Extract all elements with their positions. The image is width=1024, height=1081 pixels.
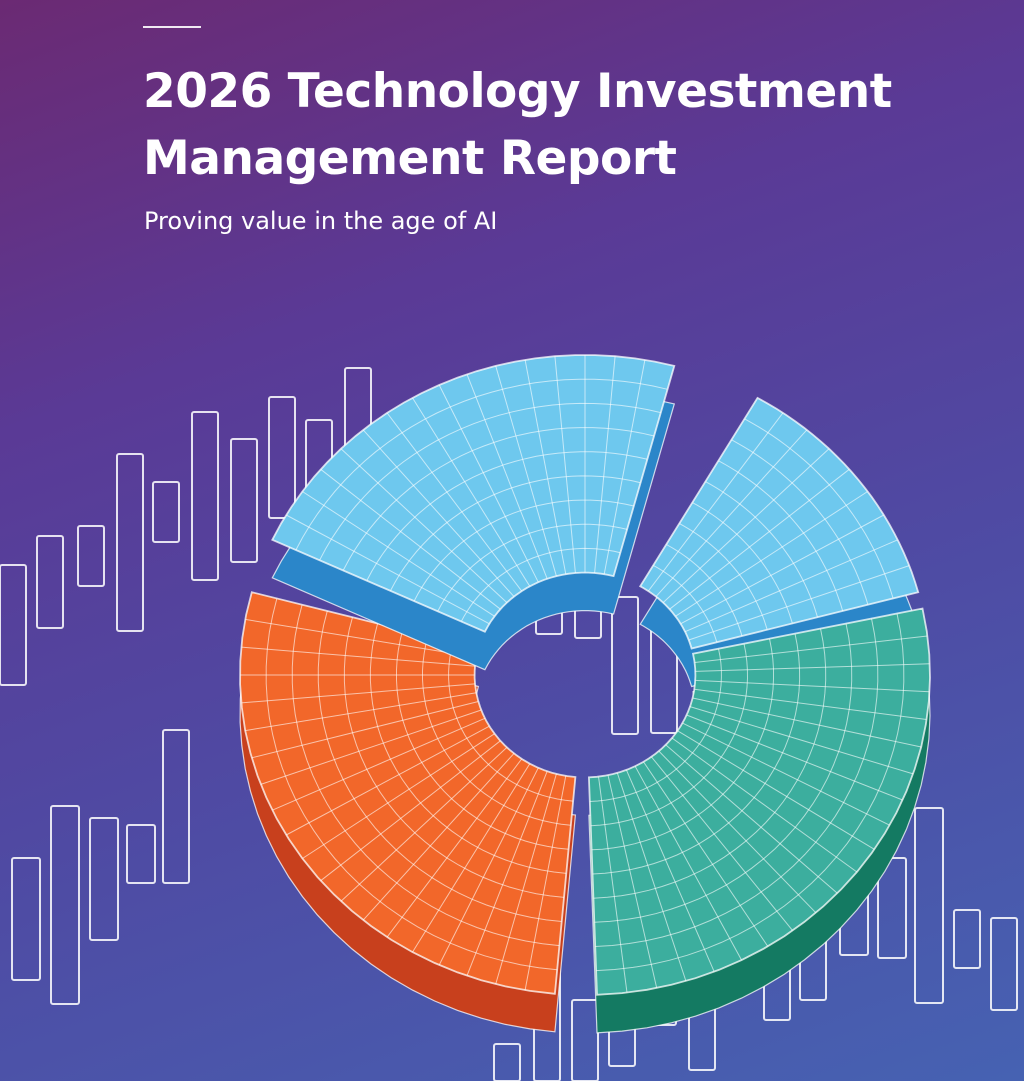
donut-segment-teal-grid [589,613,930,993]
background-bar [191,411,219,581]
background-bar [493,1043,521,1081]
background-bar [162,729,190,884]
donut-segment-orange-grid [240,598,574,991]
background-bar [611,596,639,735]
donut-segment-blue [271,354,676,633]
background-bar [914,807,944,1004]
title-rule [143,26,201,28]
donut-segment-arrow-grid [647,412,910,643]
background-bar [36,535,64,629]
background-bar [953,909,981,969]
background-bar [126,824,156,884]
background-bar [990,917,1018,1011]
candlestick-bars-icon [0,367,1018,1081]
background-bar [0,564,27,686]
background-bar [11,857,41,981]
background-bar [152,481,180,543]
background-bar [571,999,599,1081]
background-bar [89,817,119,941]
donut-segment-blue-grid [285,355,668,625]
report-title: 2026 Technology Investment Management Re… [143,64,892,186]
background-bar [268,396,296,519]
background-bar [77,525,105,587]
background-bar [116,453,144,632]
report-subtitle: Proving value in the age of AI [144,207,498,235]
donut-chart-arrow-icon [239,354,931,1034]
background-bar [50,805,80,1005]
background-bar [230,438,258,563]
